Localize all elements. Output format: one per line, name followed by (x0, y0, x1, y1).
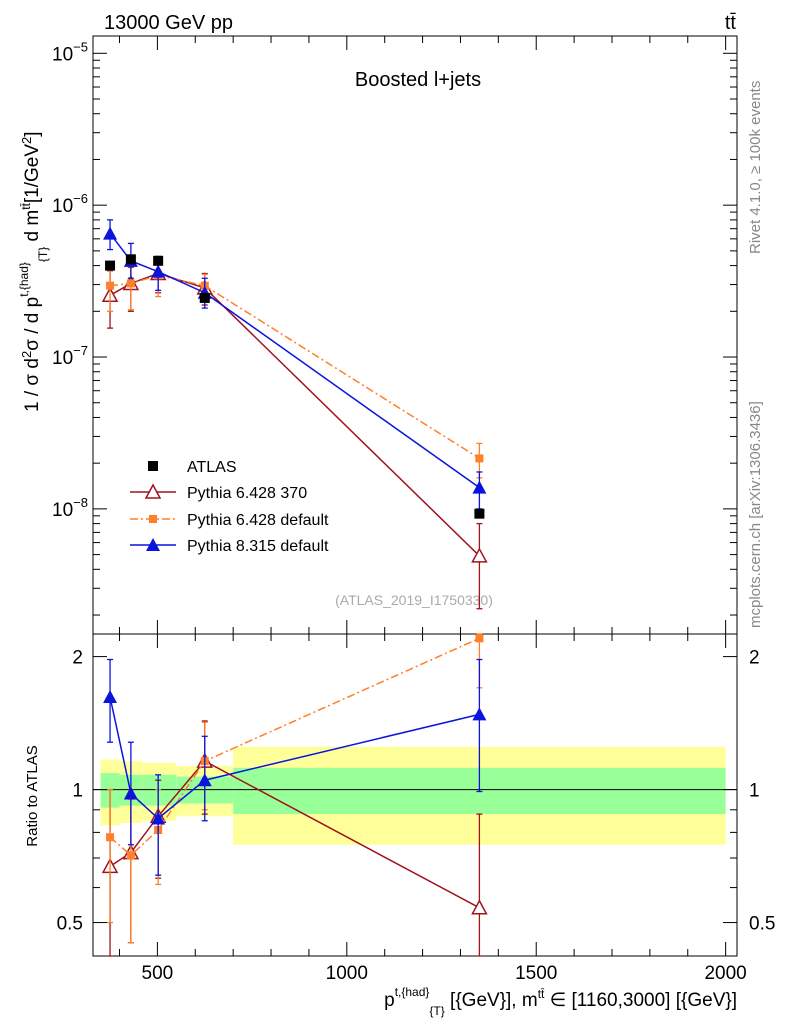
ratio-pythia-6-428-default-point (106, 833, 115, 842)
ratio-panel-frame (92, 633, 738, 957)
legend-py6-370-label: Pythia 6.428 370 (187, 485, 307, 502)
mcplots-reference-label: mcplots.cern.ch [arXiv:1306.3436] (747, 401, 764, 628)
main-atlas-point (153, 255, 164, 266)
ratio-uncertainty-bands (100, 746, 726, 845)
ratio-pythia-8-315-default-point (472, 707, 487, 721)
main-y-tick-label: 10−5 (52, 39, 88, 65)
ratio-pythia-6-428-default-point (126, 851, 135, 860)
x-axis-label: pt,{had}{T} [{GeV}], mtt̄ ∈ [1160,3000] … (384, 985, 737, 1018)
legend-py6-default-marker (149, 515, 157, 523)
legend-atlas-marker (148, 461, 158, 471)
main-atlas-point (125, 254, 136, 265)
ratio-y-tick-label-right: 1 (749, 781, 760, 802)
main-pythia-6-428-370-point (471, 547, 488, 563)
header-energy-label: 13000 GeV pp (104, 12, 233, 34)
main-axis-ticks (93, 36, 737, 634)
x-tick-label: 500 (142, 963, 174, 984)
legend-entry-py6-default: Pythia 6.428 default (130, 512, 329, 529)
main-panel: 10−8 10−7 10−6 10−5 Boosted l+jets (ATLAS_2… (17, 35, 738, 635)
header-process-label: tt̄ (725, 12, 737, 34)
ratio-pythia-8-315-default-point (103, 690, 118, 704)
legend-entry-atlas: ATLAS (148, 459, 237, 476)
rivet-version-label: Rivet 4.1.0, ≥ 100k events (747, 81, 764, 254)
main-atlas-point (105, 260, 116, 271)
ratio-pythia-6-428-default-point (475, 634, 484, 643)
ratio-axis-ticks (93, 634, 737, 956)
main-pythia-8-315-default-line (109, 233, 480, 489)
legend: ATLAS Pythia 6.428 370 Pythia 6.428 defa… (130, 459, 329, 555)
ratio-tick-labels: 0.5 0.5 1 1 2 2 500 1000 1500 2000 (57, 648, 776, 984)
main-y-tick-label: 10−6 (52, 191, 88, 217)
main-series-group (101, 219, 488, 610)
ratio-pythia-8-315-default-point (197, 773, 212, 787)
ratio-series-group (101, 633, 488, 957)
main-y-tick-labels: 10−8 10−7 10−6 10−5 (52, 39, 88, 521)
main-pythia-6-428-default-point (126, 279, 135, 288)
ratio-y-tick-label-right: 0.5 (749, 914, 775, 935)
main-y-tick-label: 10−8 (52, 495, 88, 521)
x-tick-label: 2000 (704, 963, 746, 984)
main-pythia-8-315-default-point (151, 264, 166, 278)
x-tick-label: 1000 (326, 963, 368, 984)
main-y-tick-label: 10−7 (52, 343, 88, 369)
ratio-pythia-6-428-370-point (471, 899, 488, 915)
main-atlas-point (474, 508, 485, 519)
analysis-watermark: (ATLAS_2019_I1750330) (335, 592, 493, 608)
ratio-y-tick-label-right: 2 (749, 648, 760, 669)
legend-entry-py8-default: Pythia 8.315 default (130, 538, 329, 555)
ratio-y-tick-label-left: 2 (72, 648, 83, 669)
legend-entry-py6-370: Pythia 6.428 370 (130, 483, 307, 502)
main-pythia-8-315-default-point (472, 480, 487, 494)
ratio-pythia-8-315-default-point (151, 811, 166, 825)
legend-py8-default-label: Pythia 8.315 default (187, 538, 329, 555)
legend-py6-default-label: Pythia 6.428 default (187, 512, 329, 529)
ratio-panel: 0.5 0.5 1 1 2 2 500 1000 1500 2000 Ratio to ATLAS… (24, 633, 776, 1018)
x-tick-label: 1500 (515, 963, 557, 984)
legend-py8-default-marker (146, 538, 160, 551)
main-pythia-6-428-default-line (109, 274, 480, 460)
main-pythia-6-428-default-point (106, 281, 115, 290)
legend-py6-370-marker (144, 483, 162, 499)
ratio-y-axis-label: Ratio to ATLAS (24, 745, 41, 846)
main-chart-title: Boosted l+jets (355, 69, 481, 91)
main-atlas-point (199, 292, 210, 303)
main-pythia-6-428-default-point (475, 454, 484, 463)
ratio-pythia-8-315-default-point (123, 786, 138, 800)
ratio-y-tick-label-left: 0.5 (57, 914, 83, 935)
main-pythia-8-315-default-point (103, 226, 118, 240)
ratio-y-tick-label-left: 1 (72, 781, 83, 802)
main-y-axis-label: 1 / σ d2σ / d pt,{had}{T} d mtt̄[1/GeV2] (17, 131, 50, 412)
legend-atlas-label: ATLAS (187, 459, 237, 476)
